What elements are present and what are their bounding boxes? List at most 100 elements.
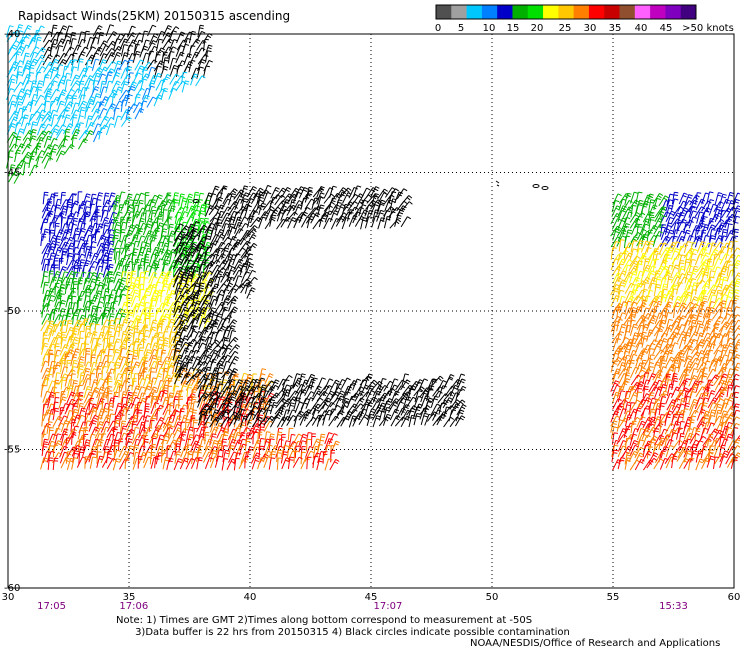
wind-barb [287, 409, 297, 421]
wind-barb [22, 122, 31, 135]
wind-barb [72, 240, 79, 253]
wind-barb [689, 380, 700, 392]
wind-barb [70, 419, 77, 432]
wind-barb [29, 46, 40, 58]
legend-swatch [543, 5, 559, 19]
wind-barb [304, 384, 314, 397]
wind-barb [102, 277, 111, 290]
wind-barb [708, 229, 716, 242]
wind-barb [60, 377, 67, 390]
wind-barb [119, 343, 127, 356]
wind-barb [162, 457, 170, 470]
wind-barb [622, 348, 631, 361]
wind-barb [120, 331, 128, 344]
wind-barb [690, 306, 697, 319]
wind-barb [298, 440, 307, 453]
wind-barb [715, 409, 722, 423]
wind-barb [658, 195, 669, 207]
wind-barb [62, 39, 72, 52]
wind-barb [430, 403, 441, 415]
wind-barb [63, 128, 71, 142]
wind-barb [720, 413, 729, 426]
wind-barb [634, 458, 645, 471]
wind-barb [221, 354, 232, 366]
wind-barb [322, 451, 328, 464]
wind-barb [724, 396, 734, 409]
wind-barb [66, 301, 74, 315]
wind-barb [706, 384, 714, 397]
wind-barb [640, 252, 647, 266]
wind-barb [156, 408, 162, 421]
wind-barb [88, 433, 96, 447]
wind-barb [676, 450, 687, 462]
wind-barb [162, 57, 169, 70]
wind-barb [232, 401, 242, 414]
wind-barb [28, 85, 38, 98]
wind-barb [100, 209, 109, 222]
wind-barb [202, 270, 213, 281]
wind-barb [719, 270, 726, 284]
wind-barb [172, 331, 182, 344]
wind-barb [719, 410, 728, 423]
wind-barb [46, 210, 54, 223]
wind-barb [155, 343, 164, 356]
wind-barb [420, 412, 429, 426]
wind-barb [713, 218, 725, 230]
wind-barb [383, 216, 392, 229]
wind-barb [35, 80, 44, 93]
wind-barb [162, 360, 170, 373]
wind-barb [214, 293, 224, 306]
wind-barb [713, 283, 723, 295]
wind-barb [400, 404, 410, 416]
wind-barb [41, 433, 47, 447]
wind-barb [137, 445, 146, 458]
wind-barb [624, 457, 632, 470]
wind-barb [112, 330, 121, 343]
wind-barb [70, 88, 82, 99]
wind-barb [226, 378, 236, 391]
wind-barb [720, 260, 731, 272]
wind-barb [328, 408, 337, 421]
wind-barb [112, 361, 121, 374]
wind-barb [707, 289, 717, 302]
wind-barb [185, 242, 197, 254]
wind-barb [42, 409, 52, 422]
wind-barb [76, 38, 86, 51]
wind-barb [653, 283, 661, 297]
wind-barb [60, 359, 67, 373]
wind-barb [292, 191, 303, 204]
wind-barb [94, 438, 104, 451]
wind-barb [622, 259, 633, 271]
wind-barb [678, 420, 685, 434]
wind-barb [257, 396, 267, 409]
wind-barb [113, 355, 123, 367]
wind-barb [197, 395, 206, 408]
wind-barb [166, 318, 175, 331]
wind-barb [54, 433, 62, 446]
wind-barb [76, 356, 85, 369]
wind-barb [132, 240, 140, 254]
wind-barb [46, 198, 53, 212]
wind-barb [706, 258, 713, 271]
wind-barb [132, 210, 141, 223]
wind-barb [94, 301, 104, 313]
wind-barb [617, 270, 627, 283]
wind-barb [673, 305, 679, 319]
wind-barb [57, 25, 68, 37]
wind-barb [174, 451, 182, 464]
lat-tick-label: -50 [4, 306, 20, 317]
wind-barb [658, 332, 669, 345]
wind-barb [35, 142, 42, 156]
wind-barb [257, 379, 266, 392]
wind-barb [258, 426, 265, 439]
wind-barb [616, 252, 625, 265]
wind-barb [246, 192, 257, 204]
wind-barb [173, 199, 179, 212]
wind-barb [124, 263, 130, 277]
wind-barb [678, 295, 688, 308]
wind-barb [179, 289, 191, 301]
wind-barb [648, 216, 655, 230]
wind-barb [148, 205, 157, 218]
wind-barb [251, 416, 263, 428]
wind-barb [623, 252, 633, 264]
